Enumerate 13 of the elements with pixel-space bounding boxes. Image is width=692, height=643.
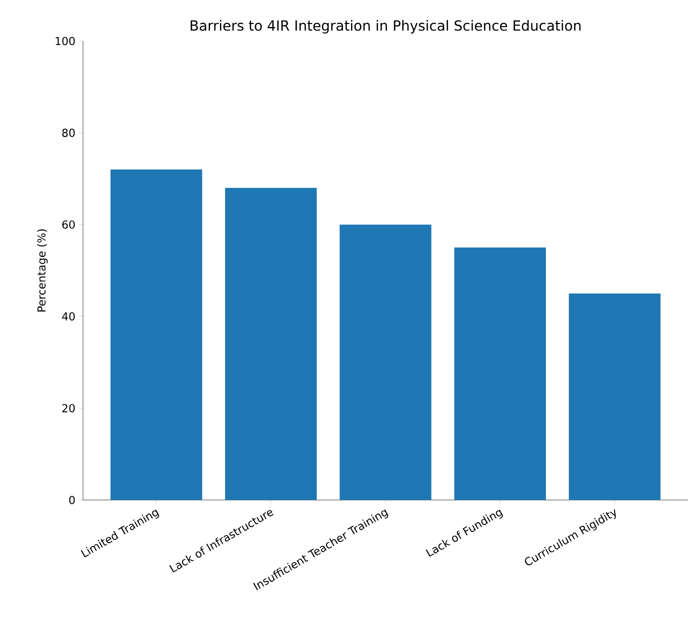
- y-tick-label: 100: [56, 36, 75, 46]
- bar: [568, 293, 661, 500]
- bar: [225, 188, 317, 500]
- y-tick-label: 80: [62, 128, 75, 137]
- y-tick-label: 40: [62, 312, 75, 321]
- y-tick-label: 20: [62, 404, 75, 412]
- y-tick-label: 60: [62, 220, 75, 229]
- bar: [340, 224, 432, 500]
- bar: [110, 170, 202, 500]
- bar: [454, 248, 546, 500]
- chart-title: Barriers to 4IR Integration in Physical Science Education: [190, 20, 581, 34]
- y-tick-label: 0: [69, 496, 75, 504]
- y-axis-title: Percentage (%): [37, 229, 48, 312]
